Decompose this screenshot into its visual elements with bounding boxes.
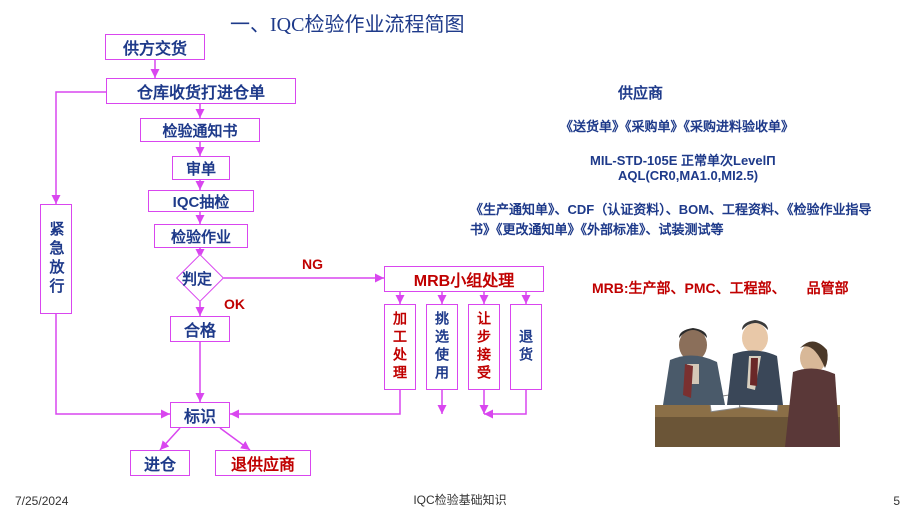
node-return-goods: 退货 <box>510 304 542 390</box>
title-text: 一、IQC检验作业流程简图 <box>230 14 464 36</box>
node-return-supplier: 退供应商 <box>215 450 311 476</box>
decision-label: 判定 <box>182 268 212 289</box>
side-docs-2: 《生产通知单》、CDF（认证资料）、BOM、工程资料、《检验作业指导书》《更改通… <box>470 200 890 239</box>
node-urgent-release: 紧急放行 <box>40 204 72 314</box>
node-stock-in: 进仓 <box>130 450 190 476</box>
node-supplier-delivery: 供方交货 <box>105 34 205 60</box>
node-review: 审单 <box>172 156 230 180</box>
node-pass: 合格 <box>170 316 230 342</box>
node-sort-use: 挑选使用 <box>426 304 458 390</box>
side-aql: AQL(CR0,MA1.0,MI2.5) <box>618 168 758 183</box>
page-title: 一、IQC检验作业流程简图 <box>230 8 464 37</box>
people-illustration <box>635 300 860 450</box>
side-mrb-depts: MRB:生产部、PMC、工程部、 品管部 <box>592 278 849 298</box>
node-concession: 让步接受 <box>468 304 500 390</box>
side-mil-std: MIL-STD-105E 正常单次LevelΠ <box>590 150 776 169</box>
side-docs-1: 《送货单》《采购单》《采购进料验收单》 <box>560 116 794 135</box>
footer-title: IQC检验基础知识 <box>413 491 506 508</box>
node-iqc-sampling: IQC抽检 <box>148 190 254 212</box>
footer-page: 5 <box>893 494 900 508</box>
node-mrb-group: MRB小组处理 <box>384 266 544 292</box>
footer-date: 7/25/2024 <box>15 494 68 508</box>
node-inspection-notice: 检验通知书 <box>140 118 260 142</box>
edge-ok: OK <box>224 296 245 312</box>
edge-ng: NG <box>302 256 323 272</box>
node-mark: 标识 <box>170 402 230 428</box>
node-warehouse-receive: 仓库收货打进仓单 <box>106 78 296 104</box>
node-inspection-work: 检验作业 <box>154 224 248 248</box>
node-rework: 加工处理 <box>384 304 416 390</box>
side-supplier: 供应商 <box>618 82 663 103</box>
